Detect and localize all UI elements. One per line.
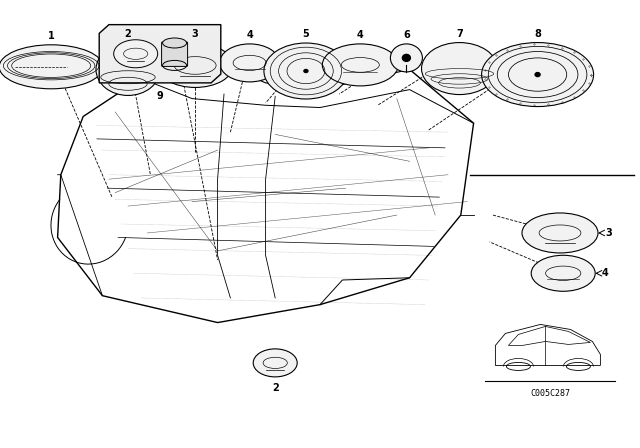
Ellipse shape — [253, 349, 297, 377]
Text: 1: 1 — [48, 31, 54, 41]
FancyBboxPatch shape — [161, 42, 188, 66]
Polygon shape — [99, 25, 221, 83]
Text: 6: 6 — [403, 30, 410, 40]
Ellipse shape — [304, 69, 308, 73]
Ellipse shape — [157, 43, 233, 87]
Text: 4: 4 — [601, 268, 608, 278]
Ellipse shape — [403, 54, 410, 61]
Ellipse shape — [264, 43, 348, 99]
Ellipse shape — [422, 43, 497, 95]
Ellipse shape — [96, 43, 160, 95]
Ellipse shape — [482, 43, 594, 107]
Ellipse shape — [0, 45, 103, 89]
Text: 3: 3 — [192, 30, 198, 39]
Text: 4: 4 — [357, 30, 364, 40]
Text: 7: 7 — [456, 29, 463, 39]
Ellipse shape — [114, 40, 157, 68]
Text: 4: 4 — [246, 30, 253, 40]
Text: C005C287: C005C287 — [531, 389, 570, 398]
Ellipse shape — [323, 44, 398, 86]
Ellipse shape — [531, 255, 595, 291]
Ellipse shape — [163, 38, 187, 48]
Ellipse shape — [390, 44, 422, 72]
Ellipse shape — [522, 213, 598, 253]
Text: 2: 2 — [272, 383, 278, 393]
Text: 5: 5 — [303, 29, 309, 39]
Text: 8: 8 — [534, 29, 541, 39]
Text: 2: 2 — [125, 30, 131, 39]
Ellipse shape — [220, 44, 280, 82]
Ellipse shape — [535, 73, 540, 77]
Text: 3: 3 — [605, 228, 612, 238]
Text: 9: 9 — [157, 91, 163, 101]
